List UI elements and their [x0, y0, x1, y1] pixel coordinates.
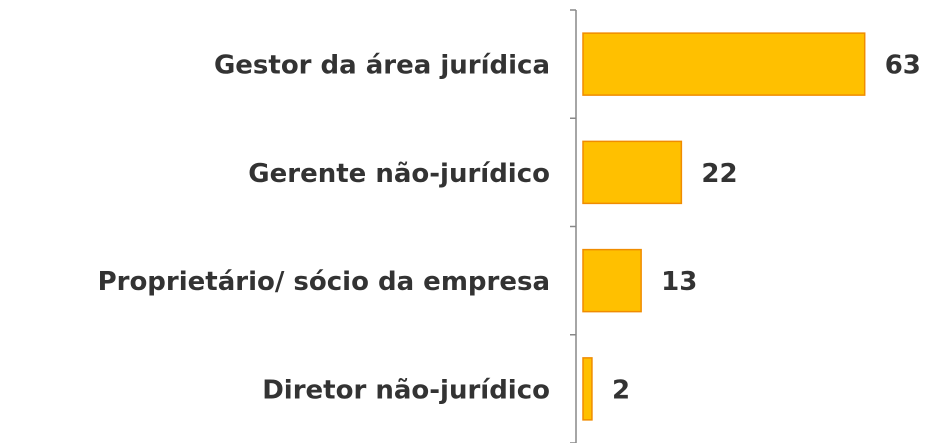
- category-label: Diretor não-jurídico: [262, 375, 550, 405]
- category-label: Gerente não-jurídico: [248, 159, 550, 189]
- bar: [582, 357, 593, 421]
- value-label: 63: [885, 51, 921, 81]
- value-label: 22: [701, 159, 737, 189]
- category-label: Proprietário/ sócio da empresa: [98, 267, 550, 297]
- value-label: 13: [661, 267, 697, 297]
- bar: [582, 248, 642, 313]
- bar: [582, 32, 866, 96]
- category-label: Gestor da área jurídica: [214, 51, 550, 81]
- bar: [582, 140, 683, 205]
- value-label: 2: [612, 375, 630, 405]
